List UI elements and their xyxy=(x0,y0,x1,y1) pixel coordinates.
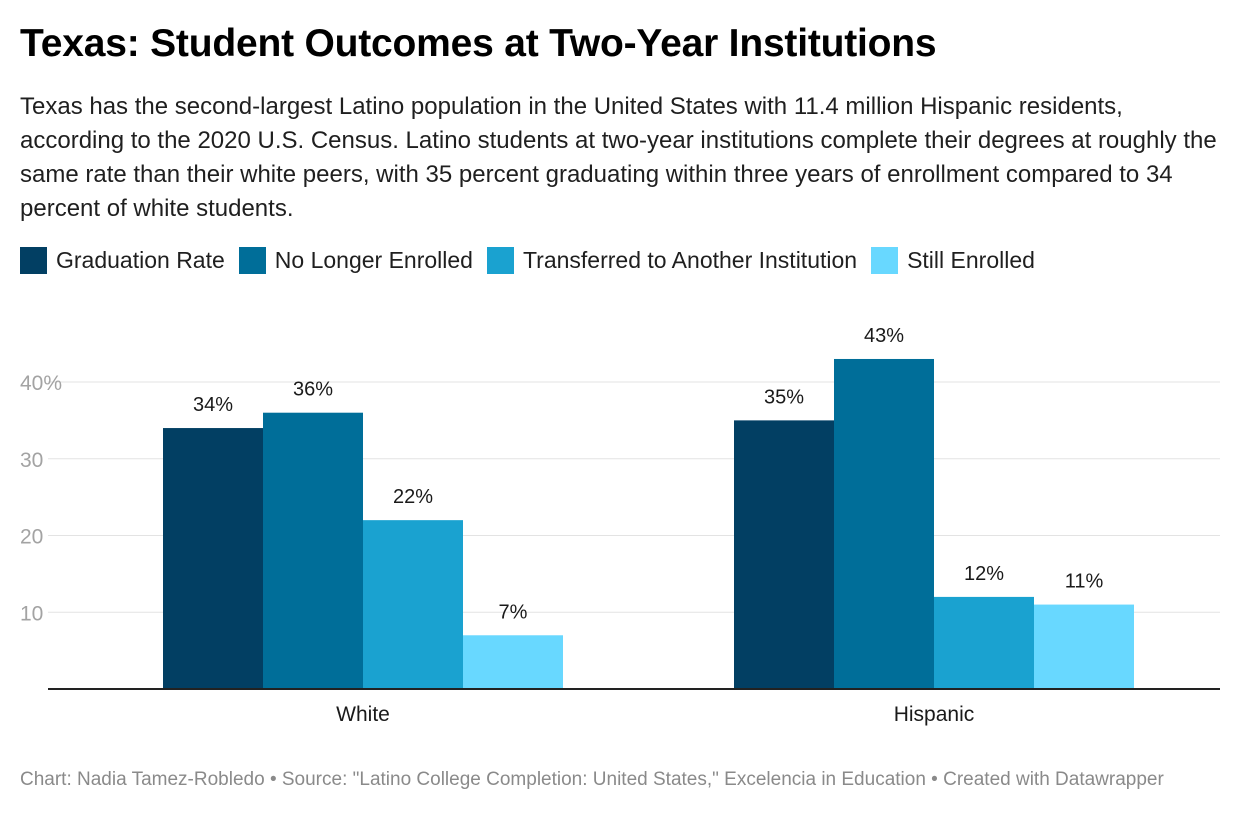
y-tick-label: 30 xyxy=(20,449,43,472)
data-label: 36% xyxy=(293,379,333,401)
bar xyxy=(363,520,463,689)
legend-swatch xyxy=(20,247,47,274)
chart-title: Texas: Student Outcomes at Two-Year Inst… xyxy=(20,22,937,65)
bar-chart: 10 20 30 40% 34% 36% 22% 7% White 35% 43% 12% 11% His… xyxy=(20,325,1220,726)
legend-item: Graduation Rate xyxy=(20,247,225,274)
legend: Graduation Rate No Longer Enrolled Transfe… xyxy=(20,247,1049,274)
x-category-label: White xyxy=(336,703,390,726)
x-category-label: Hispanic xyxy=(894,703,975,726)
bar xyxy=(1034,604,1134,689)
bar xyxy=(263,412,363,689)
data-label: 22% xyxy=(393,486,433,508)
data-label: 11% xyxy=(1065,571,1104,593)
data-label: 43% xyxy=(864,325,904,347)
data-label: 7% xyxy=(499,601,528,623)
legend-swatch xyxy=(238,247,266,274)
bar xyxy=(934,596,1034,689)
legend-item: Still Enrolled xyxy=(871,247,1035,274)
legend-label: Graduation Rate xyxy=(56,247,225,273)
y-tick-label: 40% xyxy=(20,372,62,395)
data-label: 12% xyxy=(964,563,1004,585)
bar xyxy=(834,358,934,689)
chart-subtitle: Texas has the second-largest Latino popu… xyxy=(20,93,1217,222)
legend-label: No Longer Enrolled xyxy=(274,247,473,273)
chart-footer: Chart: Nadia Tamez-Robledo • Source: "La… xyxy=(20,769,1164,790)
legend-swatch xyxy=(871,247,899,274)
bar xyxy=(463,635,563,689)
y-tick-label: 10 xyxy=(20,602,43,625)
legend-label: Still Enrolled xyxy=(907,247,1035,273)
data-label: 34% xyxy=(193,394,233,416)
data-label: 35% xyxy=(764,386,804,408)
legend-item: No Longer Enrolled xyxy=(238,247,473,274)
bar xyxy=(734,420,834,689)
bar xyxy=(163,428,263,689)
y-tick-label: 20 xyxy=(20,526,43,549)
legend-label: Transferred to Another Institution xyxy=(522,247,858,273)
legend-item: Transferred to Another Institution xyxy=(486,247,858,274)
legend-swatch xyxy=(486,247,514,274)
